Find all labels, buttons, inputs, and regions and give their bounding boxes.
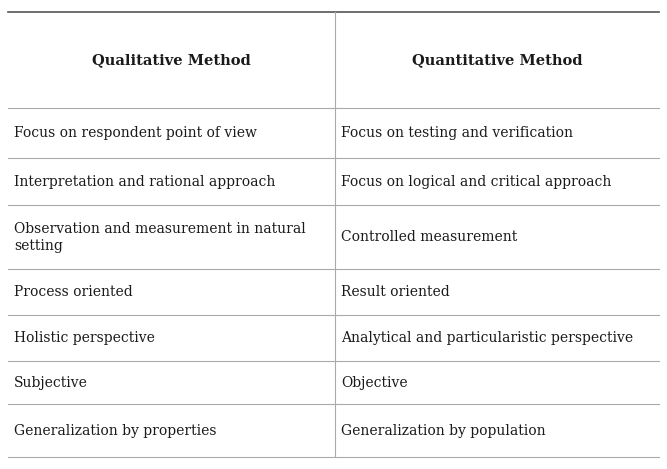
Text: Controlled measurement: Controlled measurement xyxy=(341,230,517,244)
Text: Focus on logical and critical approach: Focus on logical and critical approach xyxy=(341,175,611,189)
Text: Objective: Objective xyxy=(341,376,408,390)
Text: Generalization by population: Generalization by population xyxy=(341,424,546,438)
Text: Result oriented: Result oriented xyxy=(341,285,450,299)
Text: Process oriented: Process oriented xyxy=(14,285,133,299)
Text: Holistic perspective: Holistic perspective xyxy=(14,331,155,345)
Text: Focus on testing and verification: Focus on testing and verification xyxy=(341,126,573,140)
Text: Analytical and particularistic perspective: Analytical and particularistic perspecti… xyxy=(341,331,633,345)
Text: Subjective: Subjective xyxy=(14,376,88,390)
Text: Generalization by properties: Generalization by properties xyxy=(14,424,217,438)
Text: Quantitative Method: Quantitative Method xyxy=(412,53,582,67)
Text: Interpretation and rational approach: Interpretation and rational approach xyxy=(14,175,275,189)
Text: Observation and measurement in natural
setting: Observation and measurement in natural s… xyxy=(14,221,305,253)
Text: Focus on respondent point of view: Focus on respondent point of view xyxy=(14,126,257,140)
Text: Qualitative Method: Qualitative Method xyxy=(92,53,251,67)
